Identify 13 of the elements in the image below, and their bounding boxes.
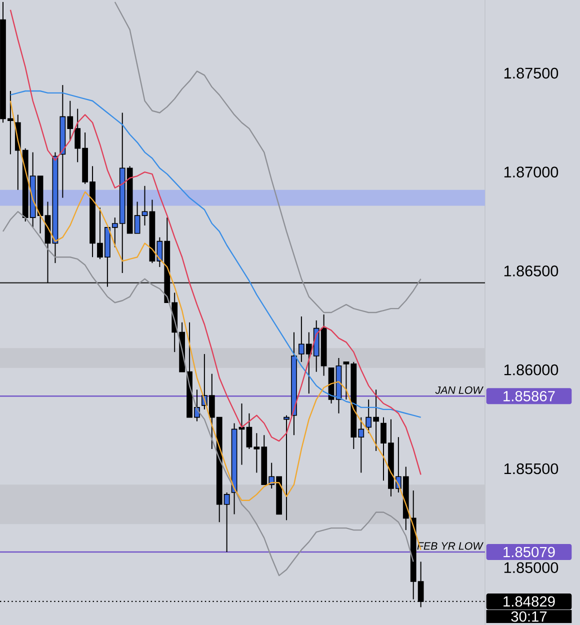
y-tick-label: 1.85500 (504, 463, 558, 474)
y-tick-label: 1.87000 (504, 166, 558, 178)
y-tick-label: 1.85079 (504, 546, 555, 558)
y-tick-label: 1.85000 (504, 562, 558, 574)
text: 30:17 (511, 611, 547, 622)
y-tick-label: 1.87500 (504, 68, 558, 79)
y-tick-label: 1.86500 (504, 266, 558, 276)
candlestick (142, 185, 148, 226)
candlestick (284, 414, 290, 521)
y-tick-label: 1.86000 (504, 364, 558, 376)
ref-line-label: JAN LOW (435, 386, 484, 394)
y-tick-label: 1.84829 (504, 596, 555, 607)
y-tick-label: 1.85867 (504, 390, 555, 402)
